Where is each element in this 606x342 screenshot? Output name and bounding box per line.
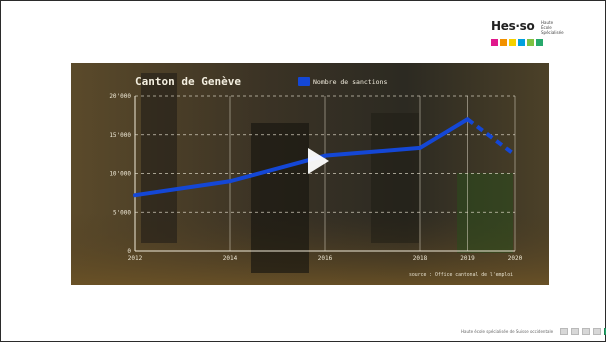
footer-page-indicator [560, 327, 569, 335]
x-tick-label: 2019 [460, 255, 475, 262]
y-tick-label: 15'000 [109, 132, 131, 139]
footer-page-indicator-active [604, 327, 606, 335]
legend-label: Nombre de sanctions [313, 78, 387, 86]
chart-source-note: source : Office cantonal de l'emploi [409, 272, 513, 278]
x-tick-label: 2014 [223, 255, 238, 262]
series-line-projected [466, 117, 517, 157]
x-tick-label: 2012 [128, 255, 143, 262]
footer-page-indicator [582, 327, 591, 335]
logo-square [536, 39, 543, 46]
hes-so-logo: Hes·so Haute École Spécialisée [491, 19, 571, 49]
logo-square [527, 39, 534, 46]
video-player[interactable]: 0 5'000 10'000 15'000 20'000 2012 2014 2016 2018… [71, 63, 549, 285]
logo-square [491, 39, 498, 46]
footer: Haute école spécialisée de Suisse occide… [461, 327, 606, 335]
background-person [251, 123, 309, 273]
logo-square [518, 39, 525, 46]
y-tick-label: 5'000 [113, 209, 131, 216]
chart-title: Canton de Genève [135, 75, 241, 88]
logo-subtitle-line: Haute École [541, 20, 554, 30]
logo-color-squares [491, 39, 543, 46]
x-tick-label: 2020 [508, 255, 523, 262]
footer-page-indicator [593, 327, 602, 335]
background-plant [457, 173, 513, 253]
logo-wordmark: Hes·so [491, 19, 535, 33]
y-tick-label: 0 [127, 248, 131, 255]
x-tick-label: 2018 [413, 255, 428, 262]
logo-square [500, 39, 507, 46]
logo-square [509, 39, 516, 46]
background-cabinet [371, 113, 419, 243]
logo-subtitle-line: Spécialisée [541, 30, 564, 35]
x-tick-label: 2016 [318, 255, 333, 262]
y-tick-label: 20'000 [109, 93, 131, 100]
sanctions-chart: 0 5'000 10'000 15'000 20'000 2012 2014 2016 2018… [71, 63, 549, 285]
play-icon [308, 148, 329, 174]
y-tick-label: 10'000 [109, 171, 131, 178]
background-shelf [141, 73, 177, 243]
chart-layer: 0 5'000 10'000 15'000 20'000 2012 2014 2016 2018… [109, 75, 522, 278]
legend-swatch [298, 77, 310, 86]
footer-text: Haute école spécialisée de Suisse occide… [461, 328, 554, 334]
logo-subtitle: Haute École Spécialisée [541, 20, 565, 35]
footer-page-indicator [571, 327, 580, 335]
